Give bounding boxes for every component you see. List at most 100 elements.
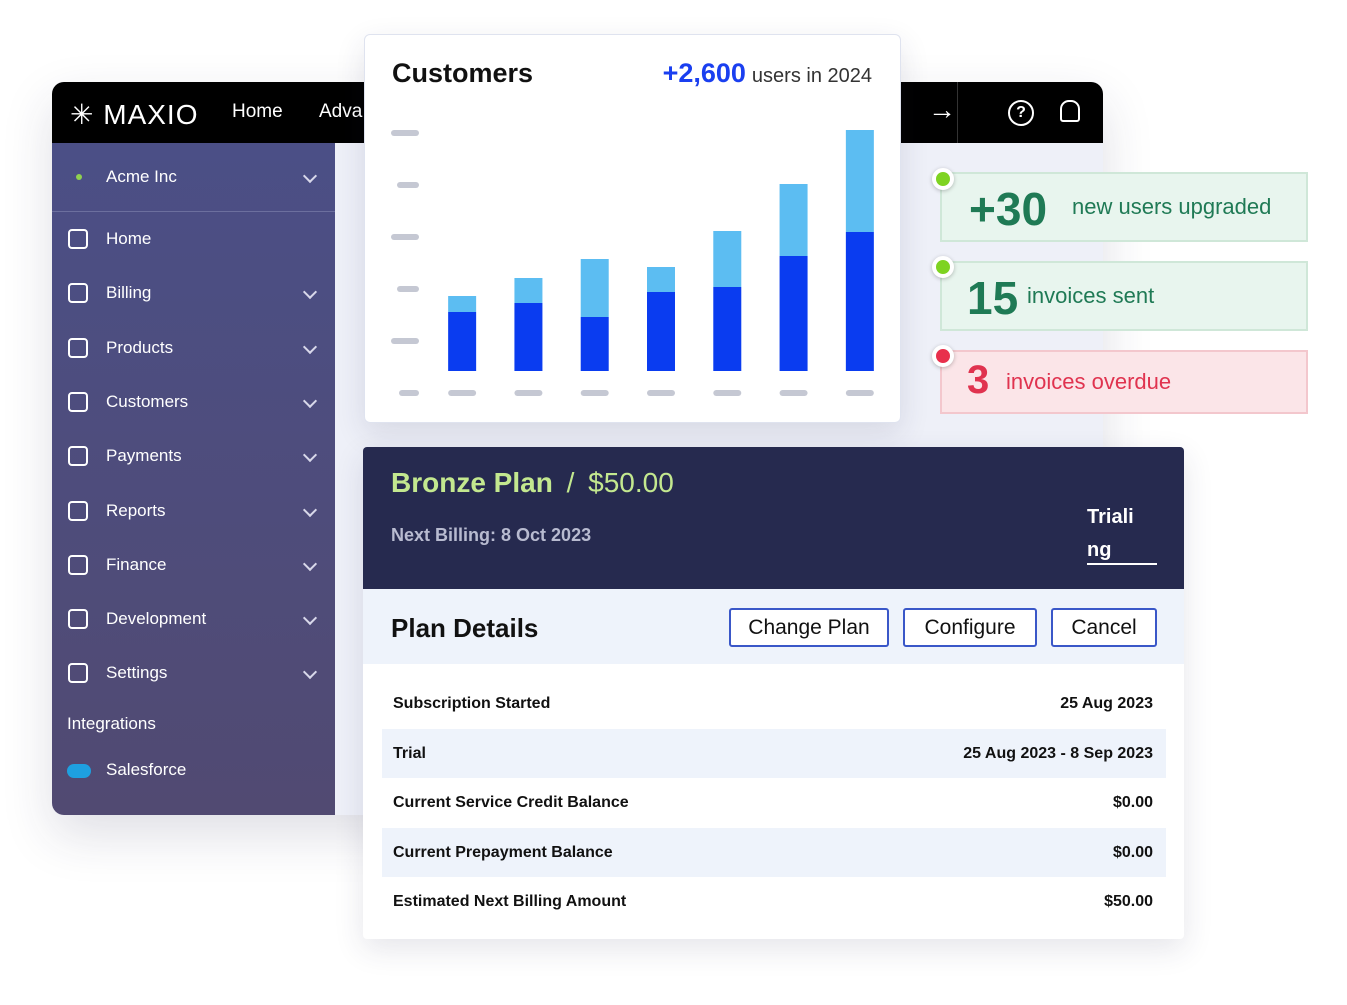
row-value: $50.00 [1104, 893, 1153, 910]
stat-number: 3 [967, 358, 990, 402]
logo: ✳ MAXIO [70, 99, 199, 130]
menu-item[interactable]: Billing [106, 283, 152, 303]
plan-title: Bronze Plan / $50.00 [391, 467, 674, 499]
menu-item[interactable]: Payments [106, 446, 182, 466]
chevron [302, 339, 318, 354]
arrow-icon[interactable]: → [928, 94, 956, 125]
status-dot [932, 345, 954, 367]
chevron [302, 168, 318, 184]
stat-card: 3 invoices overdue [940, 350, 1308, 414]
menu-icon [68, 500, 88, 521]
menu-icon [68, 609, 88, 630]
logo-text: MAXIO [103, 99, 199, 130]
chevron [302, 502, 318, 517]
account-name[interactable]: Acme Inc [106, 167, 177, 186]
date: 8 Oct 2023 [501, 525, 592, 545]
plan-name: Bronze Plan [391, 467, 553, 498]
tab-underline [1087, 563, 1157, 565]
menu-item[interactable]: Development [106, 609, 207, 629]
axis-placeholders [391, 130, 419, 396]
button[interactable]: Configure [903, 608, 1037, 647]
row-label: Current Service Credit Balance [393, 794, 629, 811]
menu-item[interactable]: Customers [106, 391, 189, 411]
bar-segment [779, 184, 808, 256]
chevron [302, 556, 318, 571]
detail-row: Estimated Next Billing Amount $50.00 [382, 877, 1166, 926]
bell-icon[interactable] [1060, 100, 1080, 122]
label: Next Billing: [391, 525, 497, 545]
menu-item[interactable]: Products [106, 337, 174, 357]
bar-segment [448, 296, 477, 312]
menu-icon [68, 554, 88, 575]
plan-header: Bronze Plan / $50.00 Next Billing: 8 Oct… [363, 447, 1184, 589]
menu-icon [68, 337, 88, 358]
annotation-text: users in 2024 [752, 65, 872, 87]
chevron [302, 285, 318, 300]
row-value: $0.00 [1112, 843, 1153, 861]
status-dot [76, 174, 82, 180]
stat-text: invoices sent [1027, 283, 1155, 308]
row-label: Subscription Started [393, 695, 551, 712]
bar-segment [713, 231, 742, 287]
stat-card: 15 invoices sent [940, 261, 1308, 331]
chevron [302, 393, 318, 408]
bar-segment [514, 303, 543, 371]
chevron [302, 665, 318, 680]
chart-title: Customers [392, 58, 533, 88]
bar-segment [647, 292, 675, 371]
stat-number: 15 [967, 272, 1019, 324]
bar-segment [845, 130, 874, 232]
chevron [302, 448, 318, 463]
menu-item[interactable]: Settings [106, 663, 168, 683]
button[interactable]: Cancel [1051, 608, 1157, 647]
plan-price: $50.00 [588, 467, 674, 498]
menu-item[interactable]: Finance [106, 554, 167, 574]
chart-card: Customers +2,600 users in 2024 [364, 34, 901, 423]
row-label: Current Prepayment Balance [393, 843, 613, 861]
stat-card: +30 new users upgraded [940, 172, 1308, 242]
nav-link[interactable]: Adva [319, 101, 363, 122]
menu-icon [68, 446, 88, 467]
menu-icon [68, 663, 88, 684]
menu-icon [68, 283, 88, 304]
row-value: $0.00 [1112, 794, 1153, 811]
separator: / [566, 467, 575, 498]
stat-text: new users upgraded [1072, 194, 1272, 219]
menu-icon [68, 229, 88, 249]
sidebar: Acme Inc Home Billing Products Customers Pay… [52, 143, 335, 815]
row-label: Trial [393, 744, 426, 762]
divider [957, 82, 958, 143]
row-label: Estimated Next Billing Amount [393, 893, 627, 910]
next-billing: Next Billing: 8 Oct 2023 [391, 525, 591, 546]
annotation-number: +2,600 [663, 58, 746, 88]
chevron [302, 611, 318, 626]
chart: Customers +2,600 users in 2024 [391, 58, 874, 396]
row-value: 25 Aug 2023 [1060, 695, 1153, 712]
stat-text: invoices overdue [1006, 369, 1172, 394]
status-dot [932, 256, 954, 278]
menu-item[interactable]: Reports [106, 500, 166, 520]
bar-segment [580, 317, 609, 371]
help-icon[interactable]: ? [1008, 100, 1034, 126]
bar-segment [713, 287, 742, 371]
section-label: Integrations [67, 714, 156, 733]
bar-segment [514, 278, 543, 303]
detail-row: Current Service Credit Balance $0.00 [382, 778, 1166, 827]
detail-row: Subscription Started 25 Aug 2023 [382, 679, 1166, 728]
menu-icon [68, 391, 88, 412]
divider [52, 211, 335, 212]
status-tab[interactable]: Trialing [1087, 506, 1134, 561]
bar-segment [647, 267, 675, 292]
chart-annotation: +2,600 users in 2024 [663, 58, 872, 88]
integration-link[interactable]: Salesforce [106, 760, 187, 779]
nav-link[interactable]: Home [232, 101, 283, 122]
salesforce-icon [67, 764, 91, 778]
detail-row: Current Prepayment Balance $0.00 [382, 827, 1166, 877]
row-value: 25 Aug 2023 - 8 Sep 2023 [963, 744, 1153, 762]
bar-segment [845, 232, 874, 371]
bar-segment [580, 259, 609, 317]
button[interactable]: Change Plan [729, 608, 889, 647]
bar-segment [448, 312, 477, 371]
menu-item[interactable]: Home [106, 229, 152, 248]
